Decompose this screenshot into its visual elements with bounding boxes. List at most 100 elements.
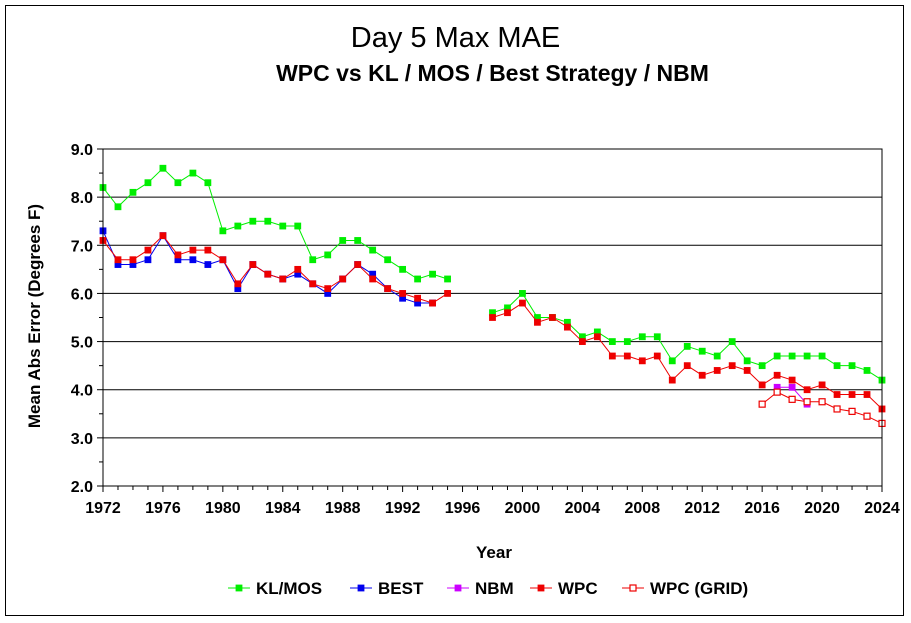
x-tick-label: 2004 <box>565 500 601 517</box>
data-point-wpc <box>204 246 212 254</box>
series-best <box>99 227 436 307</box>
data-point-kl-mos <box>399 265 407 273</box>
y-tick-label: 9.0 <box>71 142 93 159</box>
data-point-kl-mos <box>788 352 796 360</box>
x-tick-label: 2008 <box>625 500 661 517</box>
data-point-wpc <box>638 357 646 365</box>
data-point-kl-mos <box>234 222 242 230</box>
legend: KL/MOS BEST NBM WPC WPC (GRID) <box>228 579 748 598</box>
data-point-kl-mos <box>354 237 362 244</box>
legend-label: NBM <box>475 579 514 598</box>
data-point-kl-mos <box>623 338 631 345</box>
data-point-wpc <box>623 352 631 360</box>
legend-marker <box>629 584 637 592</box>
data-point-wpc <box>593 333 601 341</box>
data-point-kl-mos <box>369 246 377 254</box>
data-point-wpc-grid <box>788 395 796 403</box>
data-point-wpc <box>668 376 676 384</box>
data-point-wpc <box>608 352 616 360</box>
data-point-kl-mos <box>129 188 137 196</box>
data-point-kl-mos <box>803 352 811 360</box>
data-point-wpc <box>384 285 392 293</box>
data-point-kl-mos <box>653 333 661 341</box>
data-point-wpc <box>399 290 407 297</box>
data-point-kl-mos <box>713 352 721 360</box>
data-point-wpc <box>653 352 661 360</box>
legend-label: WPC <box>558 579 598 598</box>
data-point-kl-mos <box>519 290 526 297</box>
grid-lines <box>103 196 882 439</box>
x-tick-label: 1972 <box>85 500 121 517</box>
data-point-wpc <box>324 285 332 293</box>
data-point-wpc-grid <box>758 400 766 408</box>
data-point-nbm <box>788 383 796 391</box>
data-point-kl-mos <box>818 352 826 360</box>
data-point-wpc <box>219 256 227 264</box>
series-line-kl-mos <box>102 167 448 280</box>
data-point-wpc <box>803 386 811 394</box>
data-point-wpc-grid <box>803 398 811 406</box>
legend-marker <box>537 584 545 592</box>
data-point-wpc <box>683 362 691 370</box>
series-line-best <box>102 230 433 304</box>
data-point-wpc <box>743 367 751 374</box>
data-point-kl-mos <box>219 227 227 235</box>
data-point-wpc-grid <box>848 407 856 415</box>
data-point-kl-mos <box>144 179 152 187</box>
data-point-wpc <box>234 280 242 288</box>
data-point-kl-mos <box>189 169 197 177</box>
data-point-kl-mos <box>174 179 182 187</box>
legend-item-wpc: WPC <box>530 579 598 598</box>
data-point-wpc <box>294 265 302 273</box>
data-point-wpc <box>429 299 436 307</box>
data-point-kl-mos <box>743 357 751 365</box>
data-point-kl-mos <box>309 256 317 264</box>
x-tick-label: 2024 <box>864 500 900 517</box>
legend-marker <box>235 584 243 592</box>
data-point-kl-mos <box>758 362 766 370</box>
y-tick-label: 6.0 <box>71 286 93 303</box>
data-point-kl-mos <box>833 362 841 370</box>
data-point-kl-mos <box>294 222 302 230</box>
series-wpc <box>99 232 886 413</box>
legend-label: KL/MOS <box>256 579 322 598</box>
legend-label: BEST <box>378 579 424 598</box>
y-tick-label: 7.0 <box>71 238 93 255</box>
data-point-wpc <box>863 391 871 398</box>
legend-item-best: BEST <box>350 579 424 598</box>
data-point-wpc <box>713 367 721 374</box>
data-point-wpc <box>444 290 451 297</box>
legend-label: WPC (GRID) <box>650 579 748 598</box>
data-point-kl-mos <box>698 347 706 355</box>
legend-item-kl-mos: KL/MOS <box>228 579 322 598</box>
chart-frame <box>5 5 904 616</box>
data-point-kl-mos <box>204 179 212 187</box>
x-tick-label: 2020 <box>804 500 840 517</box>
data-point-kl-mos <box>429 270 436 278</box>
data-point-kl-mos <box>279 222 287 230</box>
data-point-wpc <box>114 256 122 264</box>
data-point-wpc <box>264 270 272 278</box>
data-point-kl-mos <box>848 362 856 370</box>
data-point-wpc <box>728 362 736 370</box>
data-point-best <box>189 256 197 264</box>
data-point-kl-mos <box>249 217 257 225</box>
data-point-wpc-grid <box>863 412 871 420</box>
data-point-kl-mos <box>668 357 676 365</box>
data-point-wpc <box>578 338 586 345</box>
data-point-kl-mos <box>324 251 332 259</box>
data-point-wpc <box>174 251 182 259</box>
data-point-wpc <box>519 299 526 307</box>
data-point-wpc <box>818 381 826 389</box>
series-kl-mos <box>99 164 886 384</box>
data-point-wpc <box>848 391 856 398</box>
data-point-wpc <box>758 381 766 389</box>
data-point-wpc <box>189 246 197 254</box>
series-layer <box>99 164 886 428</box>
data-point-wpc <box>773 371 781 379</box>
series-wpc-grid <box>758 388 886 428</box>
x-tick-label: 2012 <box>684 500 720 517</box>
data-point-best <box>204 261 212 268</box>
data-point-wpc <box>414 294 421 302</box>
